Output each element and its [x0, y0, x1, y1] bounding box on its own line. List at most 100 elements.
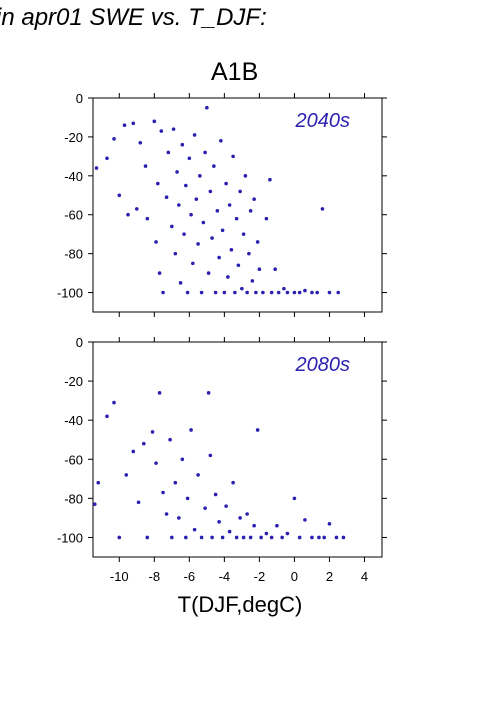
- data-point: [138, 140, 143, 145]
- data-point: [292, 290, 297, 295]
- plot-frame: [92, 97, 383, 313]
- data-point: [201, 220, 206, 225]
- data-point: [145, 216, 150, 221]
- data-point: [196, 242, 200, 246]
- data-point: [198, 174, 202, 178]
- x-tick-label: -2: [254, 569, 266, 584]
- data-point: [252, 197, 256, 201]
- data-point: [231, 480, 235, 485]
- data-point: [264, 531, 269, 536]
- data-point: [234, 216, 239, 221]
- data-point: [268, 177, 272, 182]
- data-point: [145, 535, 150, 540]
- data-point: [247, 251, 251, 256]
- x-tick-label: -8: [149, 569, 161, 584]
- data-point: [217, 255, 221, 260]
- data-point: [141, 441, 146, 446]
- data-point: [322, 535, 327, 540]
- x-tick-label: -6: [184, 569, 196, 584]
- data-point: [166, 150, 171, 155]
- data-point: [245, 512, 249, 516]
- x-axis-label: T(DJF,degC): [177, 592, 303, 617]
- x-tick-label: 0: [291, 569, 298, 584]
- data-point: [178, 281, 183, 285]
- data-point: [224, 181, 228, 186]
- data-point: [157, 391, 162, 395]
- data-point: [248, 209, 253, 213]
- data-point: [210, 236, 214, 240]
- data-point: [177, 203, 181, 207]
- y-tick-label: -100: [57, 286, 83, 301]
- data-point: [297, 290, 302, 295]
- data-point: [327, 290, 332, 295]
- data-point: [94, 166, 99, 170]
- data-point: [213, 492, 218, 497]
- data-point: [175, 170, 179, 174]
- data-point: [236, 263, 241, 268]
- y-tick-label: -40: [64, 169, 83, 184]
- data-point: [248, 535, 253, 540]
- data-point: [269, 290, 274, 295]
- data-point: [112, 137, 116, 141]
- plot-frame: [92, 341, 383, 558]
- data-point: [199, 290, 204, 295]
- data-point: [105, 414, 109, 419]
- data-point: [192, 527, 197, 532]
- data-point: [92, 502, 97, 507]
- data-point: [217, 520, 221, 524]
- data-point: [219, 139, 223, 143]
- data-point: [126, 212, 130, 217]
- data-point: [334, 535, 339, 540]
- y-tick-label: -80: [64, 247, 83, 262]
- data-point: [136, 500, 141, 505]
- data-point: [170, 535, 174, 540]
- data-point: [203, 506, 207, 510]
- data-point: [177, 516, 181, 520]
- data-point: [280, 535, 284, 540]
- x-tick-label: -4: [219, 569, 231, 584]
- data-point: [184, 183, 188, 188]
- data-point: [134, 207, 139, 211]
- data-point: [171, 127, 176, 131]
- data-point: [105, 156, 109, 161]
- data-point: [241, 535, 246, 540]
- data-point: [117, 193, 122, 198]
- data-point: [336, 290, 341, 295]
- data-point: [234, 535, 239, 540]
- data-point: [199, 535, 204, 540]
- data-point: [196, 473, 200, 477]
- data-point: [264, 216, 269, 221]
- data-point: [208, 189, 213, 194]
- data-point: [220, 228, 225, 233]
- data-point: [269, 535, 274, 540]
- data-point: [131, 121, 136, 126]
- data-point: [152, 119, 157, 124]
- y-tick-label: -20: [64, 130, 83, 145]
- data-point: [259, 535, 263, 540]
- data-point: [185, 496, 190, 501]
- y-tick-label: -20: [64, 374, 83, 389]
- data-point: [224, 504, 228, 508]
- data-point: [210, 535, 214, 540]
- data-point: [184, 535, 188, 540]
- data-point: [182, 232, 186, 236]
- data-point: [192, 133, 197, 137]
- data-point: [170, 224, 174, 229]
- data-point: [185, 290, 190, 295]
- data-point: [303, 518, 307, 522]
- data-point: [252, 523, 256, 528]
- y-tick-label: 0: [76, 91, 83, 106]
- data-point: [238, 189, 242, 194]
- data-point: [261, 290, 265, 295]
- data-point: [150, 430, 155, 434]
- data-point: [250, 279, 255, 283]
- data-point: [227, 529, 232, 534]
- data-point: [226, 275, 230, 279]
- data-point: [243, 174, 248, 178]
- data-point: [194, 197, 199, 201]
- data-point: [310, 290, 314, 295]
- data-point: [285, 531, 290, 536]
- y-tick-label: -40: [64, 413, 83, 428]
- data-point: [154, 240, 158, 244]
